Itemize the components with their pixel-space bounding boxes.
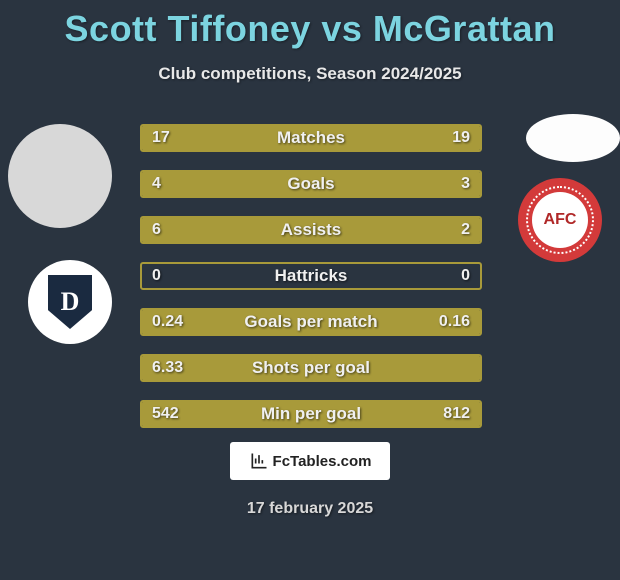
stat-row: Matches1719 — [140, 124, 482, 152]
stat-fill-right — [301, 126, 480, 150]
stat-row: Assists62 — [140, 216, 482, 244]
stat-fill-left — [142, 172, 335, 196]
stat-fill-right — [345, 402, 480, 426]
stats-bars: Matches1719 Goals43 Assists62 Hattricks0 0 Go… — [140, 124, 482, 446]
stat-row: Goals per match0.240.16 — [140, 308, 482, 336]
footer-date: 17 february 2025 — [0, 500, 620, 518]
page-title: Scott Tiffoney vs McGrattan — [0, 0, 620, 50]
stat-fill-left — [142, 402, 345, 426]
player-left-photo — [8, 124, 112, 228]
club-left-shield-icon: D — [48, 275, 92, 329]
club-left-initial: D — [61, 287, 80, 317]
footer-brand: FcTables.com — [230, 442, 390, 480]
stat-fill-left — [142, 126, 301, 150]
player-right-photo — [526, 114, 620, 162]
stat-fill-left — [142, 310, 345, 334]
stat-value-right: 0 — [461, 264, 470, 288]
stat-row: Goals43 — [140, 170, 482, 198]
stat-row: Hattricks0 0 — [140, 262, 482, 290]
club-badge-right: AFC — [518, 178, 602, 262]
club-right-inner-icon: AFC — [532, 192, 588, 248]
page-subtitle: Club competitions, Season 2024/2025 — [0, 64, 620, 84]
stat-fill-left — [142, 356, 480, 380]
stat-value-left: 0 — [152, 264, 161, 288]
chart-icon — [249, 451, 269, 471]
club-right-text: AFC — [544, 211, 577, 229]
stat-fill-right — [345, 310, 480, 334]
stat-row: Min per goal542812 — [140, 400, 482, 428]
stat-label: Hattricks — [142, 264, 480, 288]
stat-fill-left — [142, 218, 396, 242]
footer-brand-text: FcTables.com — [273, 453, 372, 470]
club-badge-left: D — [28, 260, 112, 344]
stat-fill-right — [396, 218, 481, 242]
stat-row: Shots per goal6.33 — [140, 354, 482, 382]
stat-fill-right — [335, 172, 480, 196]
